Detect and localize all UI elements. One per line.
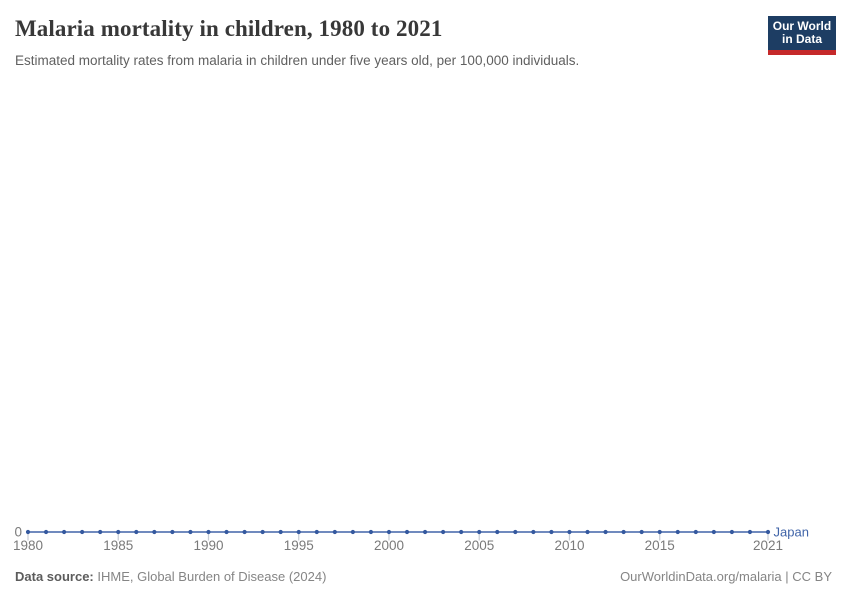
logo-line2: in Data xyxy=(781,32,822,46)
data-point xyxy=(278,529,283,535)
data-point xyxy=(531,529,536,535)
owid-logo: Our World in Data xyxy=(768,16,836,55)
x-axis-tick-label: 2000 xyxy=(374,538,404,553)
data-point xyxy=(332,529,337,535)
data-point xyxy=(477,529,482,535)
data-point xyxy=(513,529,518,535)
data-point xyxy=(116,529,121,535)
x-axis-tick-label: 1980 xyxy=(13,538,43,553)
data-point xyxy=(296,529,301,535)
x-axis-tick-label: 2015 xyxy=(645,538,675,553)
logo-red-bar xyxy=(768,50,836,55)
data-point xyxy=(61,529,67,535)
data-point xyxy=(25,529,31,535)
data-point xyxy=(368,529,374,535)
data-point xyxy=(188,529,193,535)
data-point xyxy=(675,529,680,535)
data-point xyxy=(260,529,265,535)
data-point xyxy=(495,529,500,535)
data-point xyxy=(386,529,392,535)
data-point xyxy=(404,529,410,535)
data-source-value: IHME, Global Burden of Disease (2024) xyxy=(97,569,327,584)
x-axis-tick-label: 2005 xyxy=(464,538,494,553)
data-point xyxy=(711,529,716,535)
series-end-label: Japan xyxy=(774,525,809,540)
x-axis-tick-label: 1995 xyxy=(284,538,314,553)
data-point xyxy=(134,529,139,535)
data-point xyxy=(441,529,446,535)
data-point xyxy=(43,529,49,535)
data-point xyxy=(170,529,175,535)
data-point xyxy=(152,529,157,535)
data-point xyxy=(639,529,644,535)
chart-header: Malaria mortality in children, 1980 to 2… xyxy=(15,15,755,69)
data-point xyxy=(98,529,103,535)
y-axis-zero-label: 0 xyxy=(14,525,22,540)
data-source: Data source: IHME, Global Burden of Dise… xyxy=(15,569,326,585)
data-point xyxy=(693,529,698,535)
data-point xyxy=(459,529,464,535)
x-axis-tick-label: 2010 xyxy=(554,538,584,553)
data-point xyxy=(80,529,85,535)
data-point xyxy=(585,529,590,535)
data-point xyxy=(242,529,247,535)
data-point xyxy=(747,529,753,535)
data-source-label: Data source: xyxy=(15,569,94,584)
x-axis-tick-label: 1985 xyxy=(103,538,133,553)
chart-title: Malaria mortality in children, 1980 to 2… xyxy=(15,16,443,41)
attribution: OurWorldinData.org/malaria | CC BY xyxy=(620,569,832,584)
logo-line1: Our World xyxy=(772,19,832,33)
data-point xyxy=(314,529,319,535)
data-point xyxy=(621,529,626,535)
data-point xyxy=(603,529,608,535)
x-axis-tick-label: 2021 xyxy=(753,538,783,553)
data-point xyxy=(729,529,735,535)
data-point xyxy=(224,529,229,535)
data-point xyxy=(206,529,211,535)
data-point xyxy=(549,529,554,535)
chart-footer: Data source: IHME, Global Burden of Dise… xyxy=(15,569,832,585)
data-point xyxy=(350,529,355,535)
data-point xyxy=(422,529,428,535)
data-point xyxy=(567,529,572,535)
chart-subtitle: Estimated mortality rates from malaria i… xyxy=(15,53,580,68)
x-axis-tick-label: 1990 xyxy=(193,538,223,553)
data-point xyxy=(765,529,771,535)
data-point xyxy=(657,529,662,535)
